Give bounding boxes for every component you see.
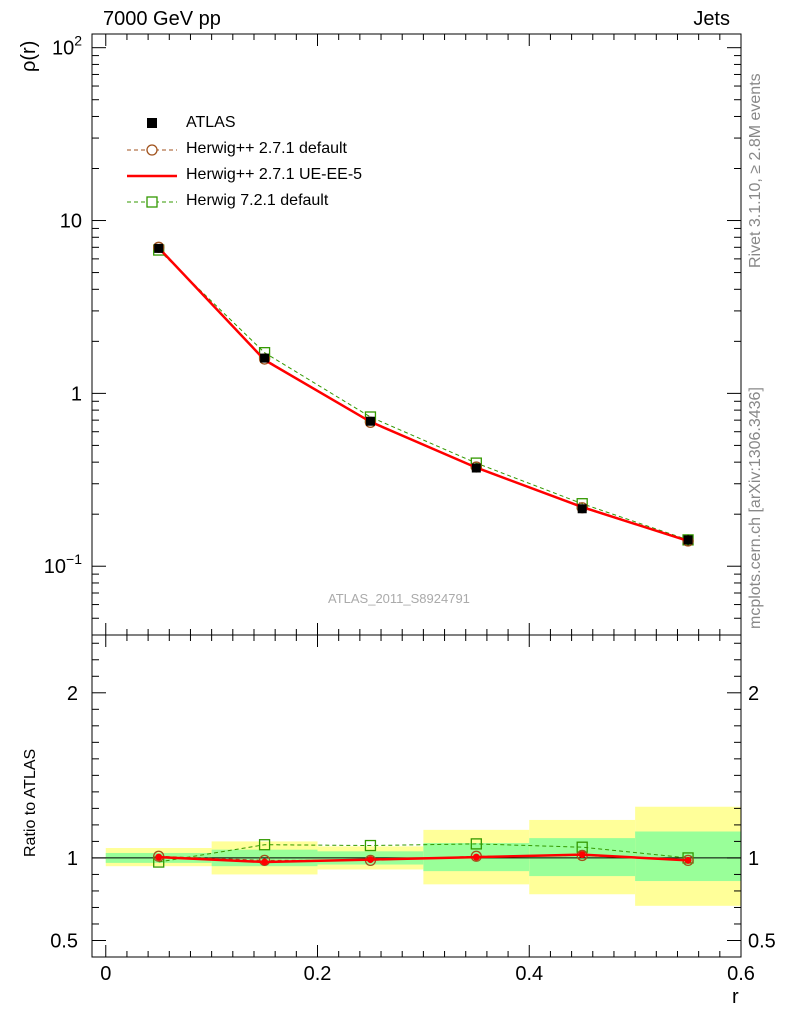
ratio-y-tick-label-left: 1 [67,848,78,870]
ratio-marker [472,853,480,861]
ratio-series-line [158,843,689,863]
analysis-watermark: ATLAS_2011_S8924791 [328,591,470,606]
legend-label-herwigpp-ue-ee-5: Herwig++ 2.7.1 UE-EE-5 [186,166,363,183]
x-tick-label: 0.6 [727,963,755,985]
legend-label-herwig7-default: Herwig 7.2.1 default [186,192,329,209]
header-left: 7000 GeV pp [103,8,221,30]
legend-marker-atlas [147,118,157,128]
ratio-marker [364,839,377,852]
main-y-axis-label: ρ(r) [18,40,40,72]
axis-ticks: 0 0.2 0.4 0.6 102 10 1 10−1 0.5 0.5 1 1 2 2 [44,33,776,985]
y-tick-label: 102 [52,33,82,60]
ratio-marker [366,856,374,864]
legend-label-herwigpp-default: Herwig++ 2.7.1 default [186,140,347,157]
ratio-marker [261,858,269,866]
ratio-uncertainty-bands [105,806,741,906]
y-tick-label: 10 [60,211,82,233]
ratio-y-tick-label-right: 1 [748,848,759,870]
ratio-marker [155,853,163,861]
x-tick-label: 0 [100,963,111,985]
x-axis-label: r [732,986,739,1008]
legend-label-atlas: ATLAS [186,114,236,131]
ratio-plot-series [153,838,694,868]
series-line [157,246,689,543]
ratio-marker [578,851,586,859]
header-right: Jets [693,8,730,30]
y-tick-label: 10−1 [44,551,82,578]
ratio-y-tick-label-right: 0.5 [748,930,776,952]
ratio-plot-frame [91,634,742,958]
ratio-y-tick-label-left: 2 [67,683,78,705]
legend-marker [146,196,158,208]
rivet-version-label: Rivet 3.1.10, ≥ 2.8M events [747,73,764,268]
ratio-marker [684,856,692,864]
series-line [158,249,689,541]
ratio-series-line [158,853,689,864]
data-point [260,353,270,363]
series-line [158,246,689,542]
y-tick-label: 1 [71,383,82,405]
ratio-y-tick-label-right: 2 [748,683,759,705]
legend-marker [146,144,158,156]
main-plot-series [153,241,694,547]
ratio-marker [470,838,482,850]
x-tick-label: 0.4 [515,963,543,985]
data-point [471,463,481,473]
legend-markers [127,118,177,208]
ratio-y-tick-label-left: 0.5 [50,930,78,952]
data-point [577,504,587,514]
ratio-y-axis-label: Ratio to ATLAS [22,748,39,857]
mcplots-label: mcplots.cern.ch [arXiv:1306.3436] [747,387,764,629]
inner-band-bin [635,831,741,882]
data-point [683,535,693,545]
x-tick-label: 0.2 [304,963,332,985]
data-point [365,416,375,426]
ratio-marker [258,839,271,851]
data-point [154,243,164,253]
